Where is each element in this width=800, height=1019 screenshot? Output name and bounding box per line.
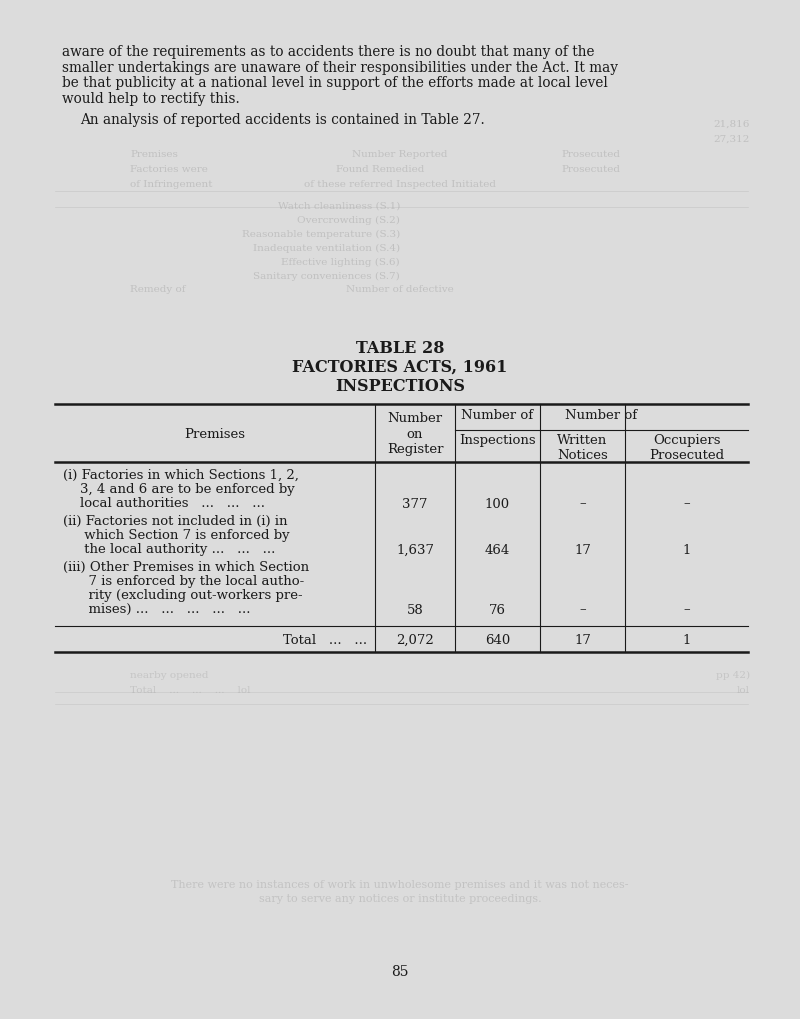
Text: –: – [683,497,690,510]
Text: nearby opened: nearby opened [130,671,209,680]
Text: 17: 17 [574,633,591,646]
Text: –: – [683,603,690,615]
Text: 1: 1 [682,633,690,646]
Text: FACTORIES ACTS, 1961: FACTORIES ACTS, 1961 [292,359,508,376]
Text: 1,637: 1,637 [396,543,434,556]
Text: 1: 1 [682,543,690,556]
Text: –: – [579,603,586,615]
Text: sary to serve any notices or institute proceedings.: sary to serve any notices or institute p… [258,893,542,903]
Text: 3, 4 and 6 are to be enforced by: 3, 4 and 6 are to be enforced by [63,483,294,495]
Text: Written
Notices: Written Notices [557,433,608,462]
Text: Found Remedied: Found Remedied [336,165,424,174]
Text: Number of: Number of [566,409,638,422]
Text: Number of: Number of [462,409,534,422]
Text: 640: 640 [485,633,510,646]
Text: –: – [579,497,586,510]
Text: An analysis of reported accidents is contained in Table 27.: An analysis of reported accidents is con… [80,113,485,127]
Text: Premises: Premises [130,150,178,159]
Text: 85: 85 [391,964,409,978]
Text: 58: 58 [406,603,423,615]
Text: Overcrowding (S.2): Overcrowding (S.2) [297,216,400,225]
Text: lol: lol [737,686,750,694]
Text: Prosecuted: Prosecuted [561,165,620,174]
Text: would help to rectify this.: would help to rectify this. [62,92,240,105]
Text: INSPECTIONS: INSPECTIONS [335,378,465,394]
Text: Total    ...    ...    ...    lol: Total ... ... ... lol [130,686,250,694]
Text: Factories were: Factories were [130,165,208,174]
Text: of these referred Inspected Initiated: of these referred Inspected Initiated [304,179,496,189]
Text: Occupiers
Prosecuted: Occupiers Prosecuted [649,433,724,462]
Text: Inspections: Inspections [459,433,536,446]
Text: Number Reported: Number Reported [352,150,448,159]
Text: 377: 377 [402,497,428,510]
Text: 464: 464 [485,543,510,556]
Text: 76: 76 [489,603,506,615]
Text: be that publicity at a national level in support of the efforts made at local le: be that publicity at a national level in… [62,76,608,90]
Text: TABLE 28: TABLE 28 [356,339,444,357]
Text: Watch cleanliness (S.1): Watch cleanliness (S.1) [278,202,400,211]
Text: (ii) Factories not included in (i) in: (ii) Factories not included in (i) in [63,515,287,528]
Text: Number of defective: Number of defective [346,284,454,293]
Text: Reasonable temperature (S.3): Reasonable temperature (S.3) [242,229,400,238]
Text: (i) Factories in which Sections 1, 2,: (i) Factories in which Sections 1, 2, [63,469,299,482]
Text: 21,816: 21,816 [714,120,750,128]
Text: rity (excluding out-workers pre-: rity (excluding out-workers pre- [63,588,302,601]
Text: pp 42): pp 42) [716,671,750,680]
Text: 2,072: 2,072 [396,633,434,646]
Text: Prosecuted: Prosecuted [561,150,620,159]
Text: the local authority ...   ...   ...: the local authority ... ... ... [63,542,275,555]
Text: Remedy of: Remedy of [130,284,186,293]
Text: which Section 7 is enforced by: which Section 7 is enforced by [63,529,290,541]
Text: of Infringement: of Infringement [130,179,213,189]
Text: mises) ...   ...   ...   ...   ...: mises) ... ... ... ... ... [63,602,250,615]
Text: There were no instances of work in unwholesome premises and it was not neces-: There were no instances of work in unwho… [171,879,629,890]
Text: Number
on
Register: Number on Register [386,412,443,455]
Text: 100: 100 [485,497,510,510]
Text: aware of the requirements as to accidents there is no doubt that many of the: aware of the requirements as to accident… [62,45,594,59]
Text: Sanitary conveniences (S.7): Sanitary conveniences (S.7) [254,272,400,281]
Text: 27,312: 27,312 [714,135,750,144]
Text: local authorities   ...   ...   ...: local authorities ... ... ... [63,496,265,510]
Text: (iii) Other Premises in which Section: (iii) Other Premises in which Section [63,560,309,574]
Text: 7 is enforced by the local autho-: 7 is enforced by the local autho- [63,575,304,587]
Text: Effective lighting (S.6): Effective lighting (S.6) [282,258,400,267]
Text: Total   ...   ...: Total ... ... [283,633,367,646]
Text: 17: 17 [574,543,591,556]
Text: Inadequate ventilation (S.4): Inadequate ventilation (S.4) [253,244,400,253]
Text: Premises: Premises [185,427,246,440]
Text: smaller undertakings are unaware of their responsibilities under the Act. It may: smaller undertakings are unaware of thei… [62,60,618,74]
